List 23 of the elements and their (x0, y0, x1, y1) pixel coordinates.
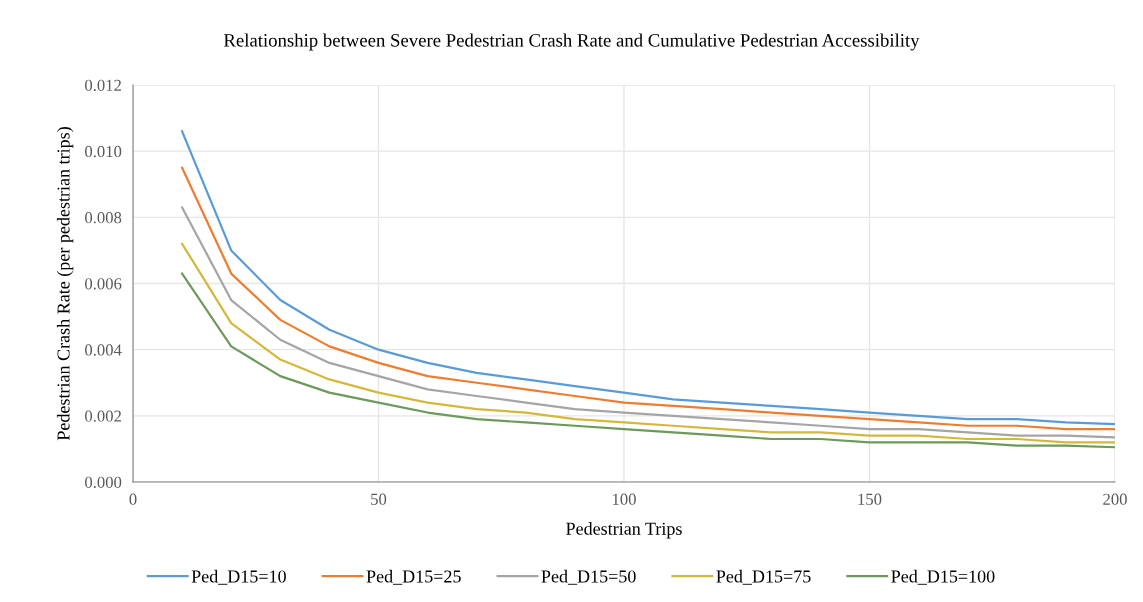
y-tick-label: 0.004 (85, 344, 122, 356)
y-tick-label: 0.012 (85, 79, 121, 92)
chart-title: Relationship between Severe Pedestrian Crash Rate and Cumulative Pedestrian Accessibility (223, 33, 920, 51)
y-tick-label: 0.002 (85, 410, 121, 422)
legend-label: Ped_D15=25 (366, 569, 461, 585)
legend-label: Ped_D15=50 (541, 569, 636, 585)
y-tick-label: 0.006 (85, 278, 122, 290)
legend-label: Ped_D15=10 (191, 569, 286, 585)
x-tick-label: 0 (129, 493, 137, 505)
y-tick-label: 0.000 (85, 476, 122, 489)
y-axis-title: Pedestrian Crash Rate (per pedestrian trips) (56, 127, 74, 441)
x-tick-label: 150 (858, 493, 882, 505)
x-tick-label: 200 (1103, 493, 1127, 505)
y-tick-label: 0.008 (85, 212, 122, 224)
x-tick-label: 50 (371, 493, 387, 505)
line-series (180, 272, 1115, 449)
x-axis-title: Pedestrian Trips (566, 522, 682, 539)
x-tick-label: 100 (612, 493, 636, 505)
line-series (180, 242, 1115, 444)
y-tick-label: 0.010 (85, 145, 122, 158)
legend-label: Ped_D15=100 (891, 569, 995, 585)
legend-label: Ped_D15=75 (716, 569, 811, 585)
line-series (180, 206, 1115, 439)
